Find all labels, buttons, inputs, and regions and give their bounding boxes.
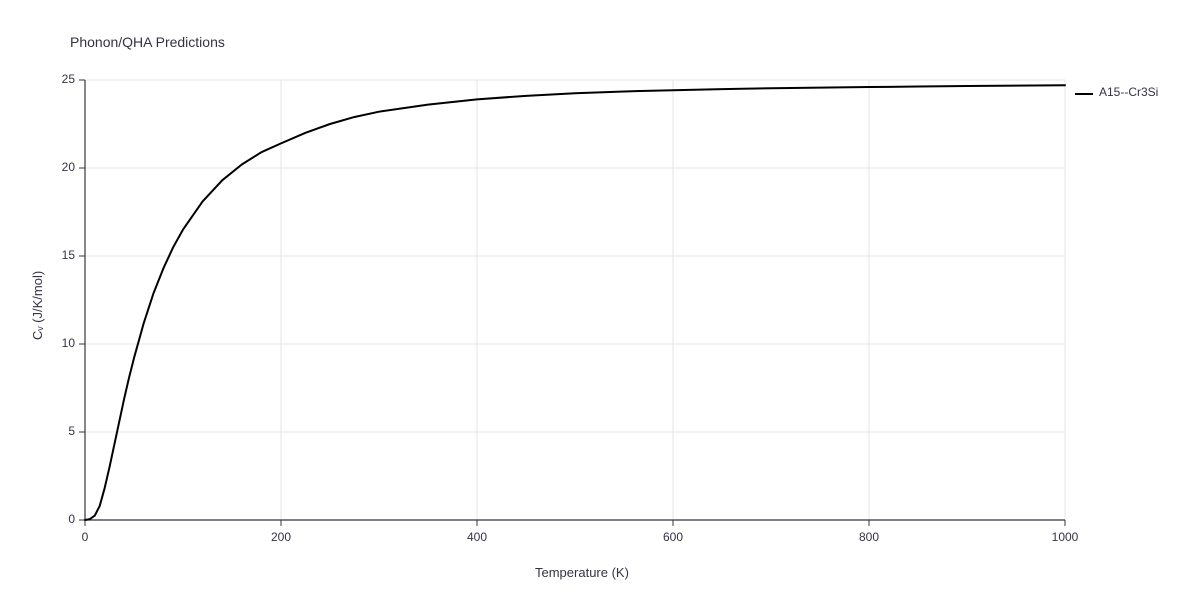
x-tick: 400 xyxy=(462,530,492,544)
x-tick: 600 xyxy=(658,530,688,544)
y-tick: 20 xyxy=(62,160,75,174)
x-tick: 200 xyxy=(266,530,296,544)
x-tick: 0 xyxy=(70,530,100,544)
x-tick: 1000 xyxy=(1050,530,1080,544)
legend-label: A15--Cr3Si xyxy=(1099,85,1158,99)
y-tick: 10 xyxy=(62,336,75,350)
y-tick: 5 xyxy=(68,424,75,438)
y-tick: 15 xyxy=(62,248,75,262)
legend-swatch xyxy=(1075,93,1093,95)
chart-container: { "chart": { "type": "line", "title": "P… xyxy=(0,0,1200,600)
plot-svg xyxy=(0,0,1200,600)
x-tick: 800 xyxy=(854,530,884,544)
y-tick: 25 xyxy=(62,72,75,86)
y-tick: 0 xyxy=(68,512,75,526)
